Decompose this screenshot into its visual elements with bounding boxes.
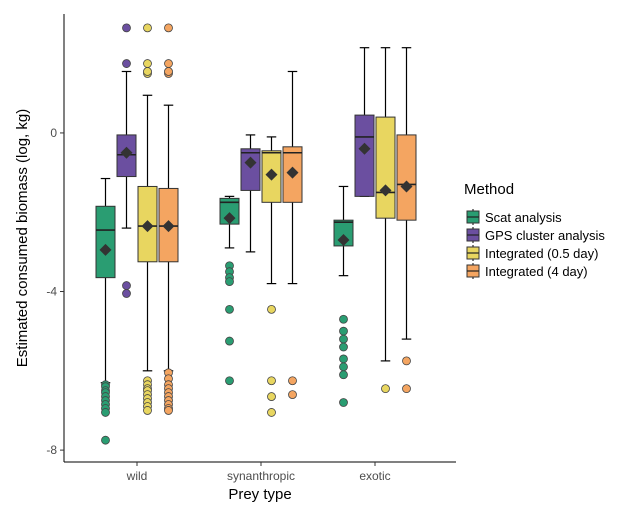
mean-marker [99, 243, 112, 256]
legend-label: Integrated (4 day) [485, 264, 588, 279]
box-exotic-3 [396, 47, 417, 394]
outlier-point [288, 376, 297, 386]
outlier-point [225, 277, 234, 287]
outlier-point [267, 376, 276, 386]
legend: Method Scat analysis GPS cluster analysis… [464, 181, 605, 279]
box [95, 205, 116, 279]
outlier-point [339, 362, 348, 372]
outlier-point [164, 23, 173, 33]
mean-marker [358, 142, 371, 155]
outlier-point [122, 289, 131, 298]
legend-item: GPS cluster analysis [466, 227, 605, 243]
outlier-point [339, 354, 348, 364]
x-axis-title: Prey type [228, 486, 291, 503]
outlier-point [225, 336, 234, 346]
outlier-point [339, 334, 348, 344]
outlier-point [143, 406, 152, 415]
mean-marker [286, 166, 299, 179]
outlier-point [225, 376, 234, 386]
outlier-point [143, 23, 152, 33]
outlier-point [339, 370, 348, 380]
legend-label: GPS cluster analysis [485, 228, 605, 243]
mean-marker [337, 233, 350, 246]
legend-label: Scat analysis [485, 210, 562, 225]
box-synanthropic-2 [261, 136, 282, 417]
box-wild-2 [137, 23, 158, 415]
box-synanthropic-1 [240, 134, 261, 253]
mean-marker [120, 146, 133, 159]
box-wild-1 [116, 23, 137, 298]
y-tick-label: -8 [46, 443, 57, 457]
box-exotic-1 [354, 47, 375, 197]
mean-marker [400, 180, 413, 193]
legend-item: Integrated (4 day) [466, 263, 588, 279]
outlier-point [339, 342, 348, 352]
outlier-point [267, 408, 276, 417]
box [396, 134, 417, 221]
legend-title: Method [464, 181, 514, 198]
box [240, 148, 261, 191]
outlier-point [339, 314, 348, 324]
outlier-point [164, 59, 173, 68]
box [354, 114, 375, 197]
y-tick-label: -4 [46, 285, 57, 299]
outlier-point [288, 390, 297, 400]
box-exotic-0 [333, 185, 354, 407]
box [375, 116, 396, 219]
box-synanthropic-3 [282, 70, 303, 400]
outlier-point [267, 304, 276, 314]
outlier-point [143, 59, 152, 68]
chart-marks [95, 23, 417, 445]
outlier-point [267, 392, 276, 401]
mean-marker [223, 212, 236, 225]
outlier-point [122, 281, 131, 290]
mean-marker [141, 220, 154, 233]
outlier-point [381, 384, 390, 394]
box-exotic-2 [375, 47, 396, 394]
x-tick-label: exotic [359, 469, 390, 483]
x-axis-ticks: wild synanthropic exotic [126, 462, 391, 483]
outlier-point [339, 326, 348, 336]
outlier-point [402, 384, 411, 394]
box-synanthropic-0 [219, 195, 240, 386]
y-axis-title: Estimated consumed biomass (log, kg) [14, 109, 31, 367]
outlier-point [164, 406, 173, 415]
outlier-point [225, 304, 234, 314]
mean-marker [265, 168, 278, 181]
legend-item: Scat analysis [466, 209, 562, 225]
mean-marker [244, 156, 257, 169]
y-axis-ticks: 0 -4 -8 [46, 126, 64, 457]
outlier-point [101, 435, 110, 445]
outlier-point [122, 23, 131, 33]
outlier-point [164, 67, 173, 76]
outlier-point [339, 398, 348, 407]
x-tick-label: synanthropic [227, 469, 295, 483]
outlier-point [101, 408, 110, 417]
legend-item: Integrated (0.5 day) [466, 245, 598, 261]
outlier-point [143, 67, 152, 76]
x-tick-label: wild [126, 469, 148, 483]
legend-label: Integrated (0.5 day) [485, 246, 598, 261]
mean-marker [162, 220, 175, 233]
outlier-point [402, 356, 411, 366]
y-tick-label: 0 [50, 126, 57, 140]
box-wild-0 [95, 177, 116, 445]
mean-marker [379, 184, 392, 197]
outlier-point [122, 59, 131, 68]
box-wild-3 [158, 23, 179, 415]
